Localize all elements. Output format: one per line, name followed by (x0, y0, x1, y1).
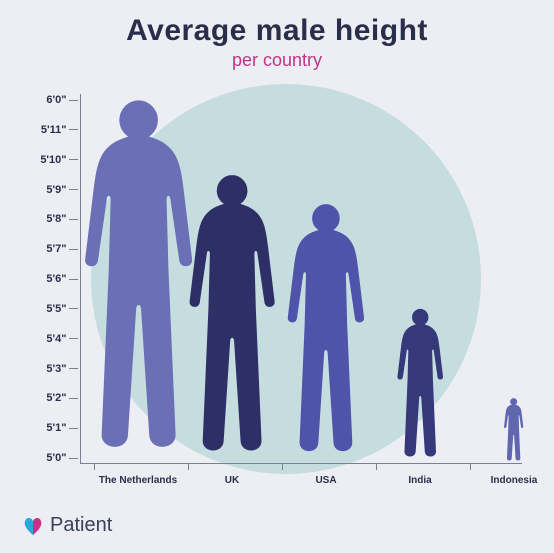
x-tick-label: Indonesia (491, 475, 538, 486)
man-icon (272, 196, 379, 464)
figure-silhouette (388, 304, 452, 464)
man-icon (500, 396, 527, 464)
title-block: Average male height per country (0, 0, 554, 71)
chart-subtitle: per country (0, 50, 554, 71)
brand: Patient (22, 514, 112, 537)
brand-text: Patient (50, 514, 112, 537)
x-tick-mark (470, 464, 471, 470)
figure-silhouette (500, 396, 527, 464)
figure-silhouette (272, 196, 379, 464)
heart-icon (22, 516, 44, 536)
x-tick-mark (188, 464, 189, 470)
man-icon (388, 304, 452, 464)
x-tick-label: India (408, 475, 431, 486)
x-tick-label: The Netherlands (99, 475, 177, 486)
x-tick-mark (376, 464, 377, 470)
plot-area: 6'0"5'11"5'10"5'9"5'8"5'7"5'6"5'5"5'4"5'… (46, 94, 526, 464)
x-tick-mark (282, 464, 283, 470)
x-tick-mark (94, 464, 95, 470)
x-tick-label: USA (315, 475, 336, 486)
chart-title: Average male height (0, 14, 554, 48)
x-tick-label: UK (225, 475, 239, 486)
